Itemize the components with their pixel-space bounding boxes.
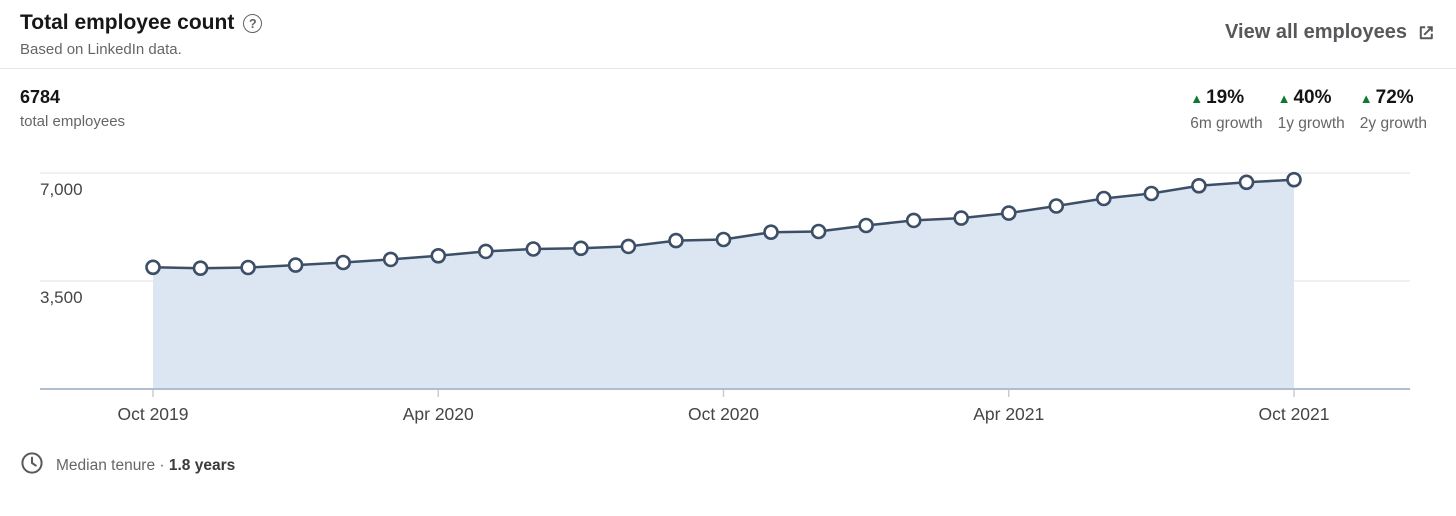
data-point-marker[interactable] (240, 259, 256, 276)
growth-up-icon: ▲ (1190, 90, 1204, 106)
growth-value: ▲ 40% (1277, 87, 1332, 108)
growth-stat-1y: ▲ 40% 1y growth (1278, 86, 1345, 133)
data-point-marker[interactable] (192, 260, 209, 276)
data-point-marker[interactable] (1191, 177, 1207, 194)
page-title: Total employee count (20, 11, 235, 34)
total-employees-stat: 6784 total employees (20, 86, 125, 131)
data-point-marker[interactable] (1048, 198, 1065, 214)
data-point-marker[interactable] (573, 240, 589, 257)
median-tenure-footer: Median tenure · 1.8 years (0, 437, 1456, 480)
x-axis-tick-label: Oct 2019 (117, 404, 188, 424)
median-tenure-value: 1.8 years (168, 456, 236, 474)
data-point-marker[interactable] (525, 241, 542, 257)
data-point-marker[interactable] (1238, 174, 1255, 191)
growth-value: ▲ 19% (1190, 87, 1245, 108)
help-circle-icon[interactable]: ? (243, 14, 263, 33)
clock-icon (20, 451, 44, 480)
x-axis-tick-label: Apr 2021 (973, 404, 1044, 424)
growth-stat-6m: ▲ 19% 6m growth (1190, 86, 1262, 133)
data-point-marker[interactable] (905, 212, 922, 229)
data-point-marker[interactable] (287, 257, 304, 273)
view-all-employees-link[interactable]: View all employees (1225, 21, 1436, 44)
chart-svg: 7,000 3,500 Oct 2019 Apr 2020 Oct 2020 Apr 20… (40, 171, 1410, 424)
data-point-marker[interactable] (1000, 205, 1017, 221)
data-point-marker[interactable] (953, 210, 970, 226)
data-point-marker[interactable] (382, 251, 399, 268)
data-point-marker[interactable] (763, 224, 779, 240)
header-divider (0, 68, 1456, 69)
data-point-marker[interactable] (715, 231, 732, 248)
x-axis-tick-label: Oct 2021 (1258, 404, 1329, 424)
header-left: Total employee count ? Based on LinkedIn… (20, 10, 263, 59)
data-point-marker[interactable] (620, 238, 637, 255)
data-point-marker[interactable] (858, 217, 874, 234)
area-fill (153, 179, 1294, 389)
subtitle: Based on LinkedIn data. (20, 41, 182, 58)
data-point-marker[interactable] (668, 232, 684, 249)
view-all-label: View all employees (1225, 21, 1407, 43)
growth-label: 2y growth (1359, 115, 1427, 132)
growth-stats: ▲ 19% 6m growth ▲ 40% 1y growth ▲ 72% 2y… (1190, 86, 1427, 133)
growth-up-icon: ▲ (1277, 90, 1291, 106)
growth-stat-2y: ▲ 72% 2y growth (1360, 86, 1427, 133)
data-point-marker[interactable] (1096, 190, 1112, 207)
x-axis-tick-label: Apr 2020 (403, 404, 474, 424)
total-employees-value: 6784 (20, 87, 61, 107)
growth-up-icon: ▲ (1359, 90, 1373, 106)
data-point-marker[interactable] (1286, 171, 1302, 188)
external-link-icon (1416, 23, 1436, 43)
data-point-marker[interactable] (810, 223, 827, 240)
data-point-marker[interactable] (335, 254, 352, 271)
y-axis-tick-label: 3,500 (40, 288, 83, 307)
data-point-marker[interactable] (430, 248, 447, 264)
median-tenure-label: Median tenure · (56, 456, 165, 474)
stats-row: 6784 total employees ▲ 19% 6m growth ▲ 4… (0, 69, 1456, 133)
employee-count-chart[interactable]: 7,000 3,500 Oct 2019 Apr 2020 Oct 2020 Apr 20… (0, 157, 1456, 437)
data-point-marker[interactable] (477, 243, 494, 260)
growth-label: 1y growth (1277, 115, 1345, 132)
card-header: Total employee count ? Based on LinkedIn… (0, 0, 1456, 59)
data-point-marker[interactable] (145, 259, 161, 276)
median-tenure-text: Median tenure · 1.8 years (56, 457, 235, 475)
x-axis-tick-label: Oct 2020 (688, 404, 759, 424)
growth-label: 6m growth (1190, 115, 1263, 132)
y-axis-tick-label: 7,000 (40, 180, 83, 199)
growth-value: ▲ 72% (1359, 87, 1414, 108)
total-employees-label: total employees (20, 113, 126, 130)
data-point-marker[interactable] (1143, 185, 1160, 202)
